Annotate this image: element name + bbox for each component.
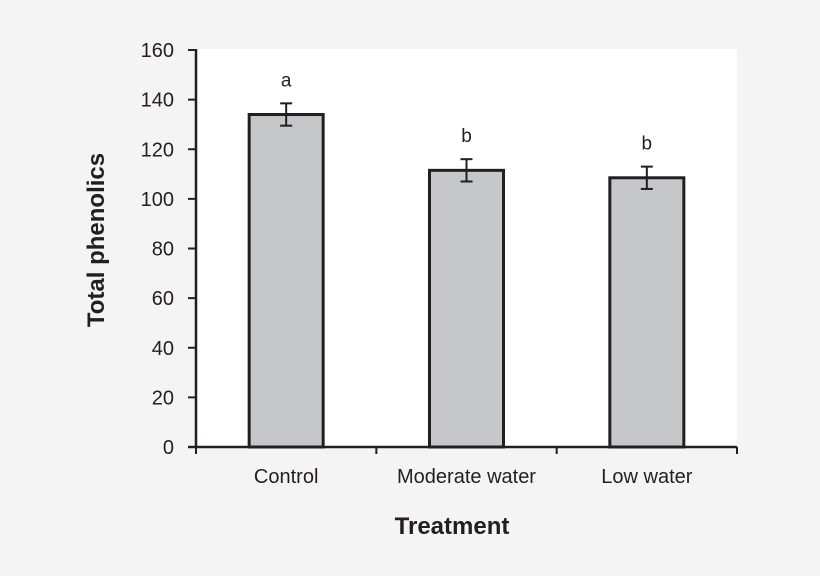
error-bar-1 (460, 158, 473, 183)
y-tick-label: 40 (152, 338, 174, 360)
significance-label: b (642, 134, 653, 155)
bar-1 (428, 168, 505, 449)
significance-label: b (461, 126, 472, 147)
x-tick-label: Control (254, 466, 318, 488)
y-tick-label: 120 (141, 139, 174, 161)
x-tick-label: Moderate water (397, 466, 536, 488)
y-tick-label: 100 (141, 189, 174, 211)
y-tick-label: 60 (152, 288, 174, 310)
y-tick-label: 0 (163, 437, 174, 459)
bar-2 (608, 176, 686, 449)
y-tick-label: 160 (141, 40, 174, 62)
error-bar-0 (280, 102, 293, 127)
y-tick-label: 140 (141, 90, 174, 112)
bar-0 (247, 113, 325, 449)
error-bar-2 (640, 165, 653, 190)
y-axis-label: Total phenolics (83, 153, 110, 327)
significance-label: a (281, 70, 292, 91)
x-axis-label: Treatment (395, 513, 510, 540)
x-tick-label: Low water (601, 466, 692, 488)
y-tick-label: 20 (152, 387, 174, 409)
y-tick-label: 80 (152, 239, 174, 261)
